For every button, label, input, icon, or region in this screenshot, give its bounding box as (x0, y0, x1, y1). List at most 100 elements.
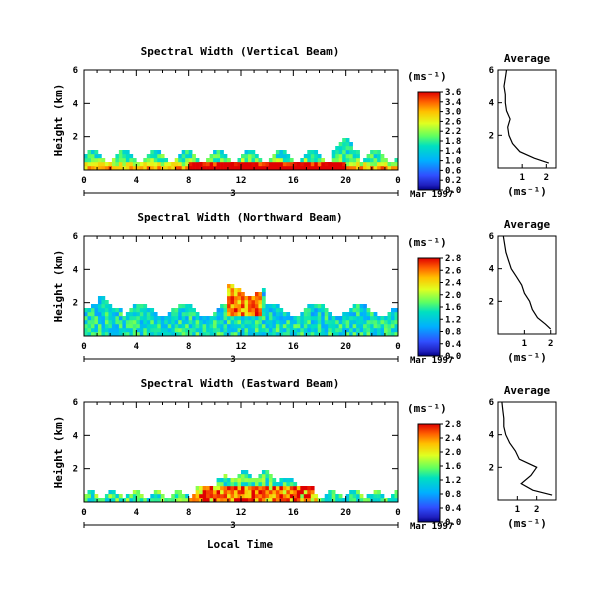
heatmap-cell (227, 486, 231, 491)
heatmap-cell (335, 166, 339, 171)
profile-units: (ms⁻¹) (507, 185, 547, 198)
profile-y-tick-label: 4 (489, 265, 495, 275)
heatmap-cell (230, 490, 235, 495)
heatmap-cell (139, 316, 144, 321)
heatmap-cell (178, 490, 182, 495)
heatmap-cell (171, 166, 176, 171)
heatmap-cell (94, 150, 99, 155)
heatmap-cell (241, 304, 245, 309)
heatmap-cell (97, 332, 102, 337)
heatmap-cell (289, 316, 294, 321)
heatmap-cell (118, 312, 123, 317)
x-tick-label: 0 (81, 176, 86, 186)
heatmap-cell (356, 158, 360, 163)
heatmap-cell (206, 498, 210, 503)
heatmap-cell (335, 332, 339, 337)
heatmap-cell (261, 490, 266, 495)
heatmap-cell (394, 166, 399, 171)
heatmap-cell (153, 154, 158, 159)
heatmap-cell (366, 494, 371, 499)
heatmap-cell (108, 304, 113, 309)
heatmap-cell (310, 490, 315, 495)
heatmap-cell (164, 328, 169, 333)
heatmap-cell (192, 154, 196, 159)
heatmap-cell (213, 328, 217, 333)
heatmap-cell (199, 494, 203, 499)
heatmap-cell (338, 324, 343, 329)
heatmap-cell (230, 304, 235, 309)
heatmap-cell (132, 166, 137, 171)
heatmap-cell (143, 158, 148, 163)
heatmap-cell (272, 162, 277, 167)
heatmap-cell (213, 162, 217, 167)
heatmap-cell (143, 304, 148, 309)
heatmap-cell (104, 308, 109, 313)
heatmap-cell (90, 328, 95, 333)
heatmap-cell (275, 328, 280, 333)
heatmap-cell (125, 150, 130, 155)
x-tick-label: 8 (186, 342, 191, 352)
heatmap-cell (111, 498, 116, 503)
heatmap-cell (129, 154, 134, 159)
heatmap-cell (111, 158, 116, 163)
heatmap-cell (84, 312, 88, 317)
heatmap-cell (296, 316, 301, 321)
heatmap-cell (293, 166, 298, 171)
heatmap-cell (373, 316, 378, 321)
heatmap-cell (118, 162, 123, 167)
heatmap-cell (202, 162, 207, 167)
heatmap-cell (328, 332, 333, 337)
heatmap-cell (129, 158, 134, 163)
heatmap-cell (272, 304, 277, 309)
heatmap-cell (391, 328, 395, 333)
heatmap-cell (356, 150, 360, 155)
heatmap-cell (349, 154, 353, 159)
x-axis-label: Local Time (207, 538, 274, 551)
heatmap-cell (321, 324, 326, 329)
heatmap-cell (84, 324, 88, 329)
heatmap-cell (241, 332, 245, 337)
heatmap-cell (335, 154, 339, 159)
heatmap-cell (258, 328, 263, 333)
heatmap-cell (286, 162, 291, 167)
heatmap-cell (251, 150, 256, 155)
x-tick-label: 20 (340, 342, 351, 352)
day-label: 3 (230, 521, 235, 531)
heatmap-cell (286, 498, 291, 503)
heatmap-cell (394, 312, 399, 317)
x-tick-label: 12 (236, 508, 247, 518)
heatmap-cell (209, 158, 214, 163)
heatmap-cell (268, 162, 273, 167)
heatmap-cell (209, 316, 214, 321)
heatmap-cell (234, 498, 238, 503)
heatmap-cell (373, 150, 378, 155)
heatmap-cell (258, 478, 263, 483)
heatmap-cell (265, 304, 270, 309)
heatmap-cell (220, 328, 224, 333)
heatmap-cell (132, 494, 137, 499)
heatmap-cell (275, 490, 280, 495)
heatmap-cell (94, 498, 99, 503)
heatmap-cell (254, 154, 259, 159)
heatmap-cell (167, 166, 172, 171)
heatmap-cell (171, 494, 176, 499)
heatmap-cell (143, 316, 148, 321)
heatmap-cell (356, 332, 360, 337)
heatmap-cell (227, 304, 231, 309)
heatmap-cell (132, 308, 137, 313)
heatmap-cell (258, 498, 263, 503)
heatmap-cell (234, 316, 238, 321)
heatmap-cell (241, 494, 245, 499)
heatmap-cell (328, 498, 333, 503)
x-tick-label: 0 (395, 342, 400, 352)
heatmap-cell (300, 166, 305, 171)
heatmap-cell (146, 328, 151, 333)
heatmap-cell (157, 162, 162, 167)
heatmap-cell (188, 332, 193, 337)
profile-y-tick-label: 6 (489, 232, 494, 242)
heatmap-cell (321, 316, 326, 321)
heatmap-cell (241, 474, 245, 479)
heatmap-cell (261, 292, 266, 297)
heatmap-cell (244, 162, 249, 167)
profile-x-tick-label: 1 (519, 173, 524, 183)
